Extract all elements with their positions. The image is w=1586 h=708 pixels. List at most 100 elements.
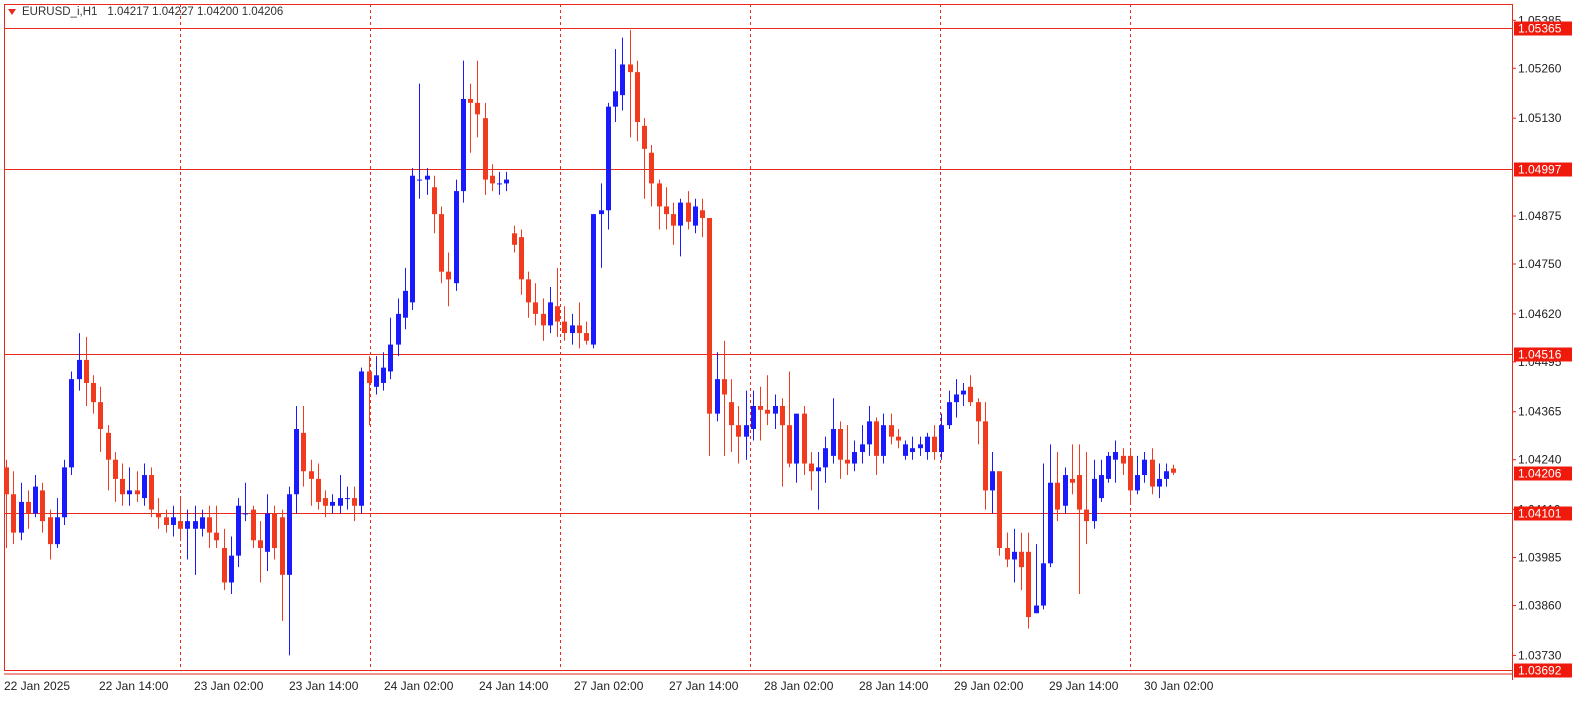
candle-body: [98, 402, 103, 430]
candle-body: [265, 513, 270, 552]
candle-body: [77, 359, 82, 380]
candle-body: [997, 471, 1002, 548]
candle-body: [881, 425, 886, 456]
candle-body: [628, 64, 633, 73]
candle-body: [845, 459, 850, 464]
candle-body: [19, 501, 24, 533]
candle-body: [664, 206, 669, 215]
candle-body: [591, 214, 596, 345]
candle-body: [1121, 455, 1126, 464]
price-line-label: 1.04101: [1518, 507, 1562, 521]
candle-body: [40, 490, 45, 522]
current-price-label: 1.04206: [1518, 467, 1562, 481]
candle-body: [164, 517, 169, 525]
candle-body: [925, 436, 930, 453]
candle-body: [678, 202, 683, 226]
candle-body: [1019, 551, 1024, 568]
price-line-label-bg: [1514, 162, 1572, 177]
candle-body: [555, 306, 560, 322]
candle-body: [207, 517, 212, 533]
candle-body: [1171, 468, 1176, 473]
candle-body: [1070, 478, 1075, 483]
y-tick-label: 1.04620: [1518, 307, 1562, 321]
candle-body: [156, 513, 161, 518]
candle-body: [280, 517, 285, 575]
candle-body: [562, 321, 567, 334]
x-tick-label: 22 Jan 2025: [4, 679, 70, 693]
candle-body: [251, 509, 256, 541]
candle-body: [26, 501, 31, 514]
candle-body: [802, 413, 807, 464]
candle-body: [222, 547, 227, 583]
candle-body: [787, 425, 792, 464]
x-tick-label: 29 Jan 02:00: [954, 679, 1024, 693]
candle-body: [765, 409, 770, 414]
y-tick-label: 1.05130: [1518, 111, 1562, 125]
candle-body: [983, 421, 988, 491]
candle-body: [323, 498, 328, 506]
candle-body: [149, 475, 154, 510]
current-price-label-bg: [1514, 466, 1572, 481]
candle-body: [918, 444, 923, 449]
candle-body: [780, 405, 785, 426]
candle-body: [1150, 459, 1155, 487]
candle-body: [417, 179, 422, 181]
x-tick-label: 24 Jan 14:00: [479, 679, 549, 693]
candle-body: [171, 517, 176, 525]
candle-body: [823, 448, 828, 468]
candle-body: [127, 490, 132, 495]
symbol-header: EURUSD_i,H1 1.04217 1.04227 1.04200 1.04…: [8, 6, 283, 18]
candle-body: [635, 72, 640, 123]
candle-body: [229, 555, 234, 583]
candle-body: [439, 214, 444, 272]
candle-body: [693, 206, 698, 226]
candle-body: [388, 344, 393, 372]
candle-body: [939, 425, 944, 453]
candle-body: [84, 359, 89, 383]
candle-body: [11, 494, 16, 533]
candle-body: [896, 436, 901, 441]
candle-body: [1106, 455, 1111, 479]
candle-body: [352, 498, 357, 506]
candle-body: [1026, 551, 1031, 618]
candle-body: [294, 429, 299, 495]
candle-body: [33, 486, 38, 514]
candle-body: [497, 183, 502, 185]
candle-body: [990, 471, 995, 491]
y-tick-label: 1.03860: [1518, 599, 1562, 613]
candle-body: [236, 505, 241, 556]
candle-body: [512, 233, 517, 245]
candle-body: [1128, 455, 1133, 491]
candle-body: [932, 436, 937, 453]
y-tick-label: 1.04240: [1518, 453, 1562, 467]
candle-body: [454, 191, 459, 284]
candle-body: [185, 521, 190, 529]
candle-body: [396, 313, 401, 345]
candle-body: [700, 210, 705, 218]
candle-body: [490, 175, 495, 184]
candle-body: [816, 467, 821, 472]
candle-body: [707, 217, 712, 414]
y-tick-label: 1.05260: [1518, 61, 1562, 75]
candle-body: [744, 425, 749, 437]
collapse-triangle-icon[interactable]: [8, 9, 16, 15]
candle-body: [1142, 459, 1147, 476]
candle-body: [729, 402, 734, 426]
candle-body: [570, 325, 575, 334]
candle-body: [330, 501, 335, 506]
candle-body: [657, 183, 662, 207]
candle-body: [258, 540, 263, 548]
candle-body: [533, 302, 538, 314]
candle-body: [193, 521, 198, 529]
candle-body: [548, 302, 553, 326]
candle-body: [1092, 478, 1097, 522]
candle-body: [867, 421, 872, 445]
candle-body: [48, 517, 53, 545]
candle-body: [287, 494, 292, 575]
candle-body: [889, 425, 894, 437]
candle-body: [461, 98, 466, 192]
candle-body: [483, 118, 488, 180]
candle-body: [345, 498, 350, 500]
